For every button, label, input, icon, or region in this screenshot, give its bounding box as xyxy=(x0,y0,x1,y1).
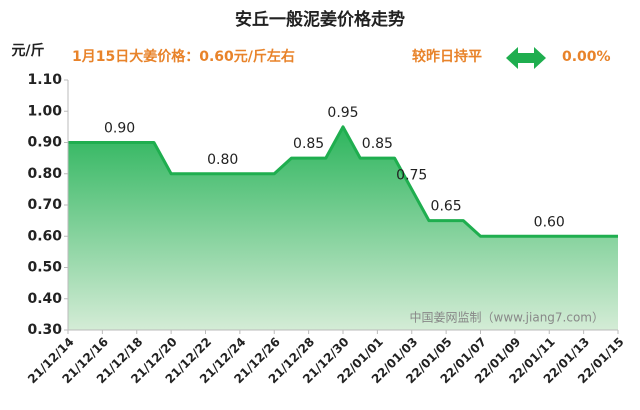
line xyxy=(68,125,618,238)
area xyxy=(68,126,618,330)
y-tick-label: 0.30 xyxy=(27,322,62,338)
y-tick-label: 0.90 xyxy=(27,135,62,151)
value-label: 0.65 xyxy=(431,199,462,215)
y-tick-label: 0.60 xyxy=(27,228,62,244)
y-tick-label: 0.40 xyxy=(27,291,62,307)
value-label: 0.75 xyxy=(396,167,427,183)
change-pct: 0.00% xyxy=(562,49,611,65)
y-tick-label: 1.10 xyxy=(27,72,62,88)
flat-arrow xyxy=(506,47,546,69)
value-label: 0.85 xyxy=(293,136,324,152)
chart-title: 安丘一般泥姜价格走势 xyxy=(235,9,405,30)
value-label: 0.90 xyxy=(104,121,135,137)
value-label: 0.60 xyxy=(534,214,565,230)
y-tick-label: 1.00 xyxy=(27,103,62,119)
value-label: 0.85 xyxy=(362,136,393,152)
value-label: 0.95 xyxy=(327,105,358,121)
change-note: 较昨日持平 xyxy=(412,48,482,65)
y-tick-label: 0.50 xyxy=(27,260,62,276)
y-tick-label: 0.70 xyxy=(27,197,62,213)
y-unit: 元/斤 xyxy=(11,42,44,59)
watermark: 中国姜网监制（www.jiang7.com） xyxy=(410,310,604,325)
price-note: 1月15日大姜价格：0.60元/斤左右 xyxy=(72,48,295,65)
y-tick-label: 0.80 xyxy=(27,166,62,182)
value-label: 0.80 xyxy=(207,152,238,168)
